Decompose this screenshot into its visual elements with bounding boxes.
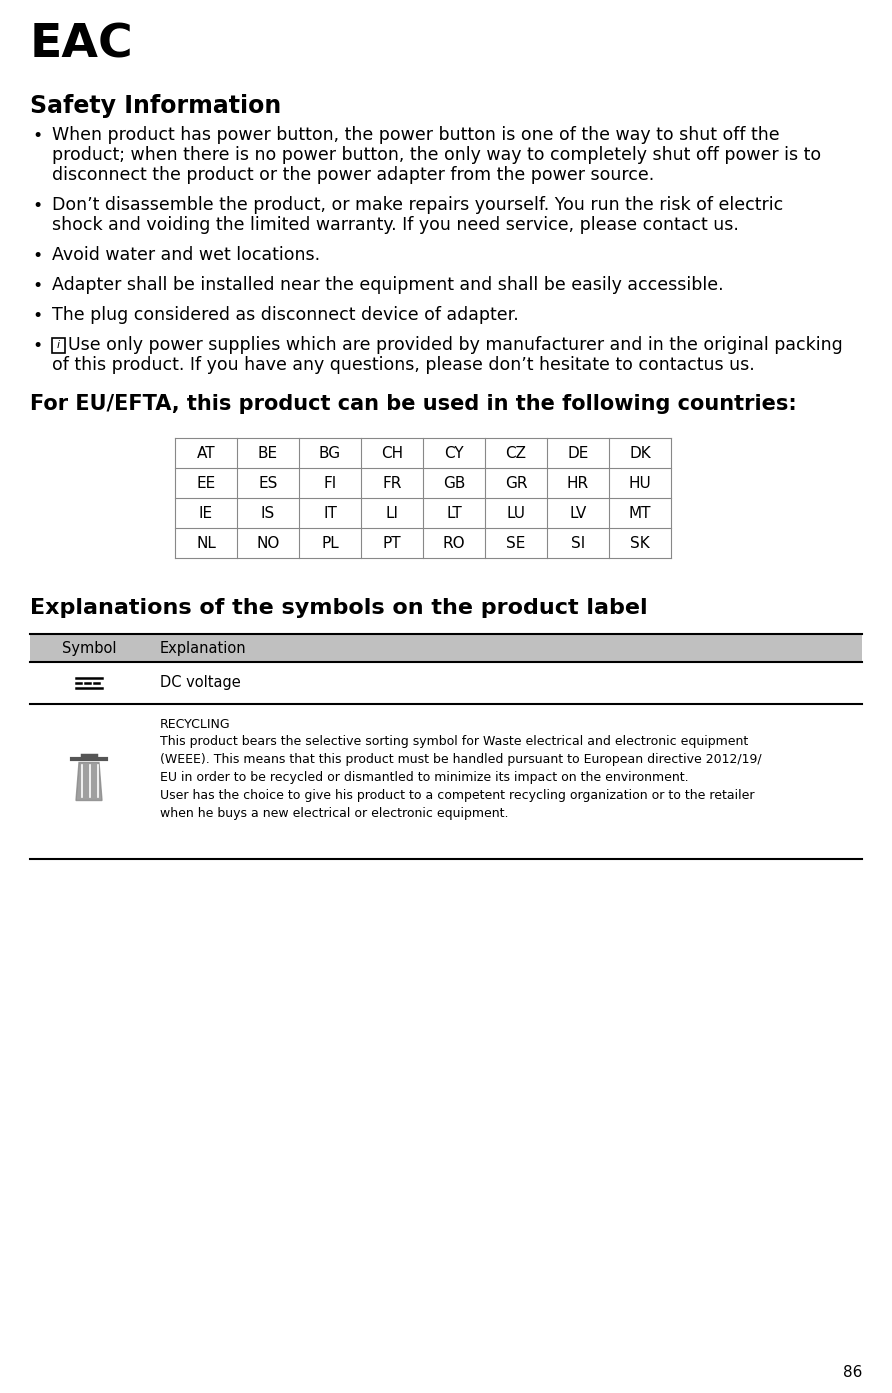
Text: SI: SI: [571, 535, 585, 550]
Text: GB: GB: [442, 475, 466, 490]
Text: •: •: [32, 127, 42, 145]
Text: LT: LT: [446, 506, 462, 521]
Text: NL: NL: [196, 535, 216, 550]
Text: When product has power button, the power button is one of the way to shut off th: When product has power button, the power…: [52, 125, 780, 143]
Text: LI: LI: [385, 506, 399, 521]
Text: NO: NO: [256, 535, 280, 550]
Text: of this product. If you have any questions, please don’t hesitate to contactus u: of this product. If you have any questio…: [52, 357, 755, 373]
Text: •: •: [32, 337, 42, 355]
Text: IE: IE: [199, 506, 213, 521]
Text: The plug considered as disconnect device of adapter.: The plug considered as disconnect device…: [52, 306, 519, 325]
Text: FI: FI: [324, 475, 336, 490]
Text: CZ: CZ: [506, 446, 526, 461]
Text: EU in order to be recycled or dismantled to minimize its impact on the environme: EU in order to be recycled or dismantled…: [160, 770, 689, 784]
Text: DK: DK: [629, 446, 651, 461]
Text: DC voltage: DC voltage: [160, 676, 241, 691]
Bar: [52, 338, 65, 352]
Text: This product bears the selective sorting symbol for Waste electrical and electro: This product bears the selective sorting…: [160, 736, 748, 748]
Text: Don’t disassemble the product, or make repairs yourself. You run the risk of ele: Don’t disassemble the product, or make r…: [52, 196, 783, 215]
Text: BG: BG: [319, 446, 341, 461]
Text: Adapter shall be installed near the equipment and shall be easily accessible.: Adapter shall be installed near the equi…: [52, 276, 723, 294]
Text: ЕАС: ЕАС: [30, 22, 134, 67]
Text: For EU/EFTA, this product can be used in the following countries:: For EU/EFTA, this product can be used in…: [30, 394, 797, 414]
Text: Explanations of the symbols on the product label: Explanations of the symbols on the produ…: [30, 598, 648, 618]
Text: SK: SK: [630, 535, 650, 550]
Text: CY: CY: [444, 446, 464, 461]
Text: BE: BE: [258, 446, 278, 461]
Text: Explanation: Explanation: [160, 641, 246, 656]
Text: RO: RO: [442, 535, 466, 550]
Text: EE: EE: [196, 475, 216, 490]
Text: ES: ES: [259, 475, 277, 490]
Text: RECYCLING: RECYCLING: [160, 717, 231, 731]
Text: User has the choice to give his product to a competent recycling organization or: User has the choice to give his product …: [160, 788, 755, 802]
Text: •: •: [32, 196, 42, 215]
Text: (WEEE). This means that this product must be handled pursuant to European direct: (WEEE). This means that this product mus…: [160, 754, 762, 766]
Text: disconnect the product or the power adapter from the power source.: disconnect the product or the power adap…: [52, 166, 654, 184]
Text: shock and voiding the limited warranty. If you need service, please contact us.: shock and voiding the limited warranty. …: [52, 216, 739, 234]
Text: •: •: [32, 277, 42, 295]
Text: IT: IT: [323, 506, 337, 521]
Text: PT: PT: [383, 535, 401, 550]
Text: CH: CH: [381, 446, 403, 461]
Text: •: •: [32, 247, 42, 265]
Text: LU: LU: [507, 506, 525, 521]
Text: HU: HU: [629, 475, 651, 490]
Text: 86: 86: [843, 1365, 862, 1380]
Text: Use only power supplies which are provided by manufacturer and in the original p: Use only power supplies which are provid…: [68, 336, 843, 354]
Text: AT: AT: [197, 446, 215, 461]
Text: DE: DE: [567, 446, 589, 461]
Text: PL: PL: [321, 535, 339, 550]
Text: HR: HR: [567, 475, 589, 490]
Bar: [30, 634, 862, 662]
Text: GR: GR: [505, 475, 527, 490]
Text: MT: MT: [629, 506, 651, 521]
Text: LV: LV: [569, 506, 587, 521]
Text: Symbol: Symbol: [62, 641, 116, 656]
Text: Avoid water and wet locations.: Avoid water and wet locations.: [52, 247, 320, 265]
Polygon shape: [76, 762, 102, 801]
Text: •: •: [32, 306, 42, 325]
Text: i: i: [57, 340, 60, 351]
Text: when he buys a new electrical or electronic equipment.: when he buys a new electrical or electro…: [160, 807, 508, 820]
Text: FR: FR: [383, 475, 401, 490]
Text: IS: IS: [260, 506, 275, 521]
Text: Safety Information: Safety Information: [30, 93, 281, 118]
Text: product; when there is no power button, the only way to completely shut off powe: product; when there is no power button, …: [52, 146, 822, 164]
Text: SE: SE: [507, 535, 525, 550]
